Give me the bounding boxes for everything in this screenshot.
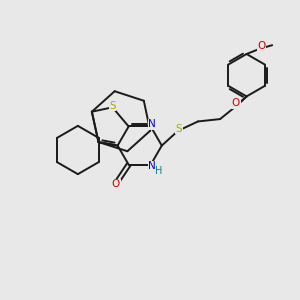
Text: S: S: [109, 101, 116, 111]
Text: H: H: [155, 166, 162, 176]
Text: S: S: [176, 124, 182, 134]
Text: N: N: [148, 119, 156, 129]
Text: O: O: [112, 179, 120, 189]
Text: O: O: [257, 41, 266, 51]
Text: N: N: [148, 161, 156, 171]
Text: O: O: [232, 98, 240, 108]
